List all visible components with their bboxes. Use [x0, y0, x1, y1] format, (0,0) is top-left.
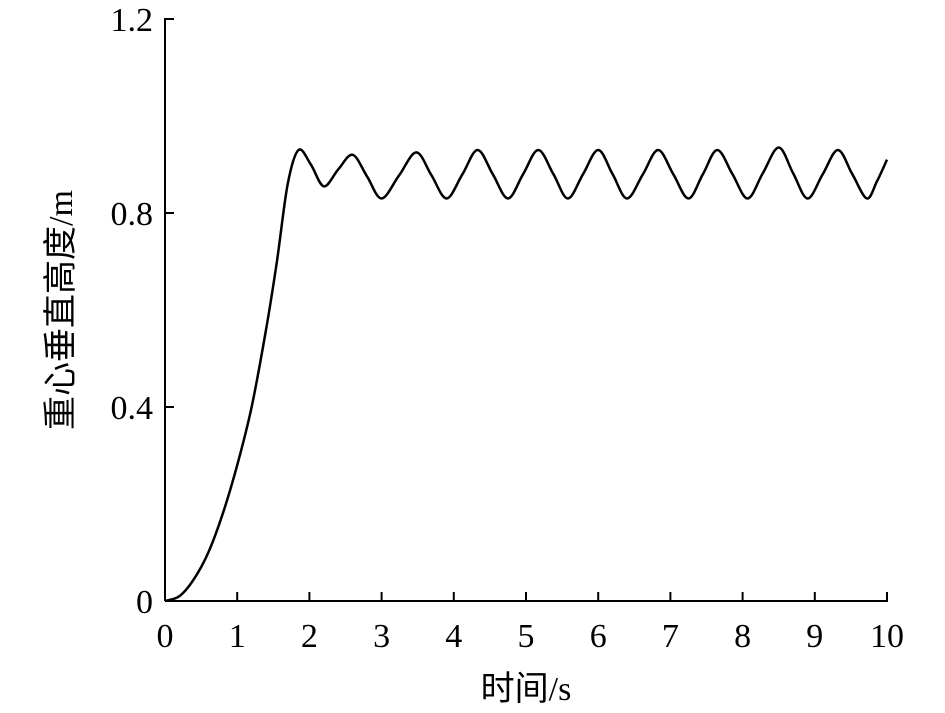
y-tick-label: 0.8	[111, 196, 154, 233]
x-tick-label: 9	[806, 618, 823, 655]
x-axis-label: 时间/s	[481, 671, 572, 708]
x-tick-label: 10	[870, 618, 904, 655]
x-tick-label: 5	[518, 618, 535, 655]
y-tick-label: 1.2	[111, 2, 154, 39]
y-tick-label: 0	[136, 584, 153, 621]
x-tick-label: 3	[373, 618, 390, 655]
x-tick-label: 8	[734, 618, 751, 655]
y-axis-label: 重心垂直高度/m	[42, 190, 80, 430]
x-tick-label: 2	[301, 618, 318, 655]
x-tick-label: 4	[445, 618, 462, 655]
x-tick-label: 6	[590, 618, 607, 655]
x-tick-label: 7	[662, 618, 679, 655]
line-series	[164, 146, 889, 603]
x-tick-label: 0	[157, 618, 174, 655]
y-tick-label: 0.4	[111, 390, 154, 427]
x-tick-label: 1	[229, 618, 246, 655]
